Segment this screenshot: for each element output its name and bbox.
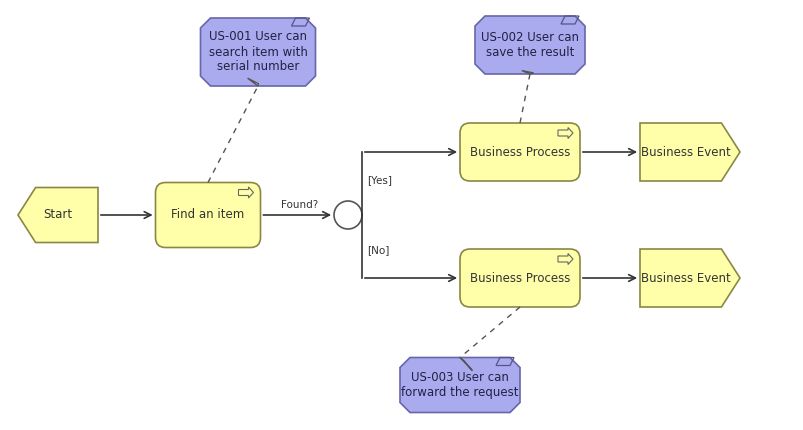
FancyBboxPatch shape	[155, 182, 260, 248]
Text: [Yes]: [Yes]	[366, 175, 392, 185]
Text: [No]: [No]	[366, 245, 389, 255]
Circle shape	[333, 201, 361, 229]
Text: US-002 User can
save the result: US-002 User can save the result	[480, 31, 578, 59]
Polygon shape	[400, 357, 520, 412]
Text: Find an item: Find an item	[171, 209, 244, 221]
Polygon shape	[247, 78, 258, 86]
Polygon shape	[521, 71, 533, 74]
Text: Business Event: Business Event	[640, 145, 730, 159]
Polygon shape	[200, 18, 315, 86]
Text: US-001 User can
search item with
serial number: US-001 User can search item with serial …	[208, 31, 307, 74]
Text: Found?: Found?	[280, 200, 317, 210]
FancyBboxPatch shape	[459, 123, 579, 181]
Polygon shape	[639, 123, 739, 181]
Polygon shape	[459, 357, 471, 371]
Text: Business Process: Business Process	[469, 145, 569, 159]
Polygon shape	[475, 16, 585, 74]
Polygon shape	[639, 249, 739, 307]
Text: Business Event: Business Event	[640, 271, 730, 285]
FancyBboxPatch shape	[459, 249, 579, 307]
Polygon shape	[18, 187, 98, 243]
Text: US-003 User can
forward the request: US-003 User can forward the request	[401, 371, 518, 399]
Text: Start: Start	[43, 209, 72, 221]
Text: Business Process: Business Process	[469, 271, 569, 285]
